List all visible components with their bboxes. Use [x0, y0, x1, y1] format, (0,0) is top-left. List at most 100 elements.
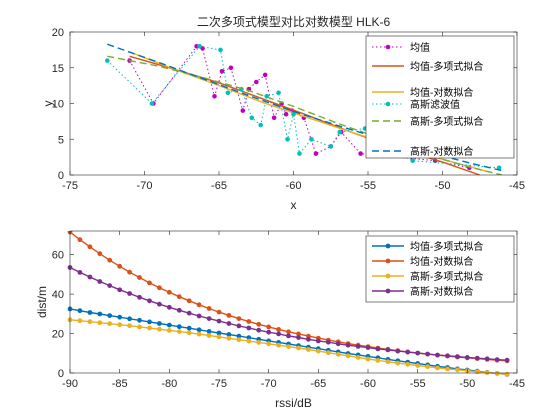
point-2-1-22 [286, 329, 291, 335]
ytick-label-2-0: 0 [58, 368, 64, 380]
point-2-1-16 [226, 313, 232, 318]
point-2-3-41 [474, 355, 480, 361]
point-1-3-6 [249, 115, 255, 121]
point-2-2-25 [315, 348, 321, 354]
ytick-label-2-3: 60 [52, 250, 64, 262]
point-2-1-13 [196, 302, 202, 308]
xtick-label-2-8: -50 [459, 378, 475, 390]
ytick-label-1-1: 5 [58, 134, 64, 146]
point-2-2-30 [365, 356, 371, 362]
point-2-3-19 [256, 327, 262, 333]
point-2-2-36 [425, 364, 430, 370]
point-2-0-6 [127, 316, 132, 322]
point-2-2-10 [166, 328, 172, 333]
point-2-2-8 [147, 325, 152, 331]
point-2-3-31 [375, 346, 381, 352]
point-2-3-5 [117, 287, 123, 293]
point-2-1-15 [216, 309, 222, 315]
point-2-3-6 [127, 291, 132, 296]
point-1-3-14 [328, 144, 334, 149]
xtick-label-2-6: -60 [360, 378, 376, 390]
point-2-3-39 [455, 354, 460, 359]
point-2-2-20 [266, 341, 272, 347]
point-1-0-19 [358, 151, 363, 156]
point-2-2-42 [484, 370, 490, 375]
legend-marker-2-3 [385, 288, 391, 294]
ytick-label-1-2: 10 [52, 99, 64, 111]
point-2-1-2 [87, 244, 93, 250]
point-2-1-19 [256, 321, 262, 327]
point-2-3-33 [395, 348, 401, 354]
point-1-3-7 [258, 122, 264, 128]
point-2-3-26 [325, 339, 331, 345]
point-2-2-7 [137, 324, 142, 330]
point-2-3-43 [494, 357, 500, 362]
point-1-0-10 [262, 72, 268, 78]
point-2-2-31 [375, 358, 381, 363]
point-2-3-13 [196, 313, 202, 319]
point-2-2-1 [77, 318, 83, 324]
point-1-3-2 [197, 44, 202, 49]
point-2-1-4 [107, 257, 113, 263]
point-1-0-5 [219, 69, 225, 74]
point-1-3-12 [297, 151, 302, 156]
point-2-0-3 [97, 311, 103, 317]
point-2-2-37 [435, 365, 440, 371]
point-2-3-32 [385, 347, 391, 353]
point-1-0-13 [283, 111, 289, 117]
point-2-3-29 [355, 344, 361, 349]
point-2-0-7 [137, 317, 142, 323]
point-2-3-36 [425, 351, 430, 357]
point-2-2-17 [236, 337, 242, 343]
y-axis-label-1: y [41, 101, 55, 107]
point-1-0-7 [240, 108, 246, 113]
point-2-3-15 [216, 318, 222, 324]
point-2-1-17 [236, 316, 242, 321]
point-2-1-1 [77, 237, 83, 243]
point-2-3-34 [405, 349, 411, 355]
point-2-1-11 [176, 294, 182, 300]
point-1-0-4 [212, 94, 217, 99]
x-axis-label-2: rssi/dB [275, 396, 312, 410]
point-2-1-20 [266, 324, 272, 330]
point-2-0-2 [87, 310, 93, 315]
series-line-1-5 [107, 43, 503, 172]
point-2-3-40 [464, 355, 470, 360]
point-2-2-5 [117, 322, 123, 328]
point-1-0-11 [271, 115, 277, 121]
xtick-label-1-6: -45 [509, 180, 525, 192]
xtick-label-1-3: -60 [286, 180, 302, 192]
xtick-label-2-3: -75 [211, 378, 227, 390]
point-2-2-18 [246, 338, 252, 344]
point-2-0-13 [196, 327, 202, 333]
point-2-2-11 [176, 329, 182, 334]
point-2-3-4 [107, 283, 113, 288]
xtick-label-1-0: -75 [62, 180, 78, 192]
point-2-1-9 [157, 285, 162, 291]
point-2-0-10 [166, 322, 172, 328]
legend-label-2-3: 高斯-对数拟合 [410, 285, 473, 298]
point-2-2-14 [206, 333, 212, 338]
xtick-label-2-1: -85 [112, 378, 128, 390]
point-2-2-12 [186, 330, 192, 336]
point-2-2-6 [127, 323, 132, 329]
ytick-label-1-4: 20 [52, 27, 64, 39]
ytick-label-2-1: 20 [52, 329, 64, 341]
legend-label-2-2: 高斯-多项式拟合 [410, 270, 483, 283]
xtick-label-1-4: -55 [360, 180, 376, 192]
point-2-0-14 [206, 329, 212, 334]
xtick-label-1-2: -65 [211, 180, 227, 192]
chart-2: -90 -85 -80 -75 -70 -65 -60 -55 -50 -45 0 20 40 60 rss… [35, 230, 525, 410]
point-2-2-39 [455, 367, 460, 373]
point-2-2-26 [325, 350, 331, 356]
x-axis-label-1: x [291, 198, 297, 212]
xtick-label-2-0: -90 [62, 378, 78, 390]
point-2-2-21 [276, 342, 281, 348]
legend-label-2-0: 均值-多项式拟合 [410, 240, 483, 253]
point-2-3-2 [87, 274, 93, 280]
point-2-1-5 [117, 263, 123, 269]
point-2-0-1 [77, 308, 83, 314]
point-1-3-0 [105, 58, 110, 63]
point-1-0-16 [313, 151, 319, 156]
